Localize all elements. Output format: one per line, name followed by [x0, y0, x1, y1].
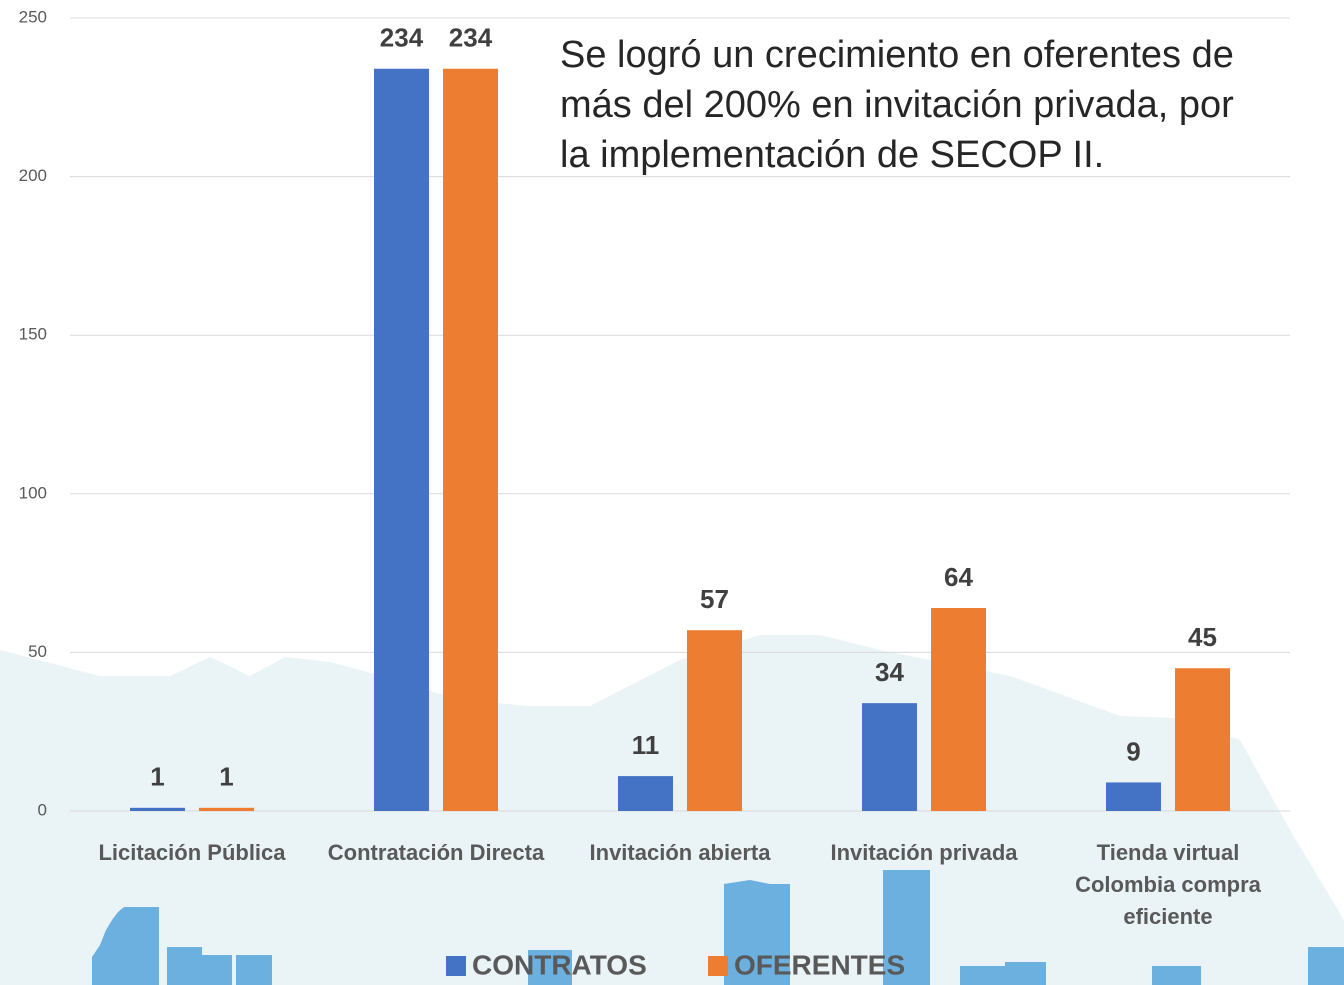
value-label: 234	[380, 23, 424, 53]
y-tick-label: 100	[19, 483, 47, 502]
y-tick-label: 150	[19, 325, 47, 344]
legend-swatch	[446, 956, 466, 976]
legend-label: CONTRATOS	[472, 949, 647, 980]
y-tick-label: 250	[19, 7, 47, 26]
bar	[687, 630, 742, 811]
value-label: 64	[944, 562, 973, 592]
bar	[199, 808, 254, 811]
bar	[862, 703, 917, 811]
annotation: Se logró un crecimiento en oferentes de m…	[560, 34, 1234, 176]
bar	[1106, 782, 1161, 811]
annotation-text: Se logró un crecimiento en oferentes de	[560, 34, 1234, 76]
y-tick-label: 200	[19, 166, 47, 185]
value-label: 9	[1126, 736, 1140, 766]
value-label: 11	[632, 730, 660, 760]
bar	[1175, 668, 1230, 811]
bar	[931, 608, 986, 811]
value-label: 1	[150, 762, 164, 792]
value-label: 57	[700, 584, 729, 614]
annotation-text: la implementación de SECOP II.	[560, 134, 1104, 176]
y-tick-label: 50	[28, 642, 47, 661]
x-tick-label: Licitación Pública	[98, 840, 286, 865]
legend-label: OFERENTES	[734, 949, 905, 980]
x-tick-label: Invitación abierta	[590, 840, 772, 865]
x-tick-label: Contratación Directa	[328, 840, 545, 865]
y-tick-label: 0	[38, 800, 47, 819]
bar	[130, 808, 185, 811]
value-label: 45	[1188, 622, 1217, 652]
bar	[443, 69, 498, 811]
bar	[618, 776, 673, 811]
value-label: 34	[875, 657, 904, 687]
chart: Se logró un crecimiento en oferentes de m…	[0, 0, 1344, 985]
bar	[374, 69, 429, 811]
x-tick-label: Invitación privada	[830, 840, 1018, 865]
value-label: 234	[449, 23, 493, 53]
annotation-text: más del 200% en invitación privada, por	[560, 84, 1234, 126]
legend-swatch	[708, 956, 728, 976]
value-label: 1	[219, 762, 233, 792]
